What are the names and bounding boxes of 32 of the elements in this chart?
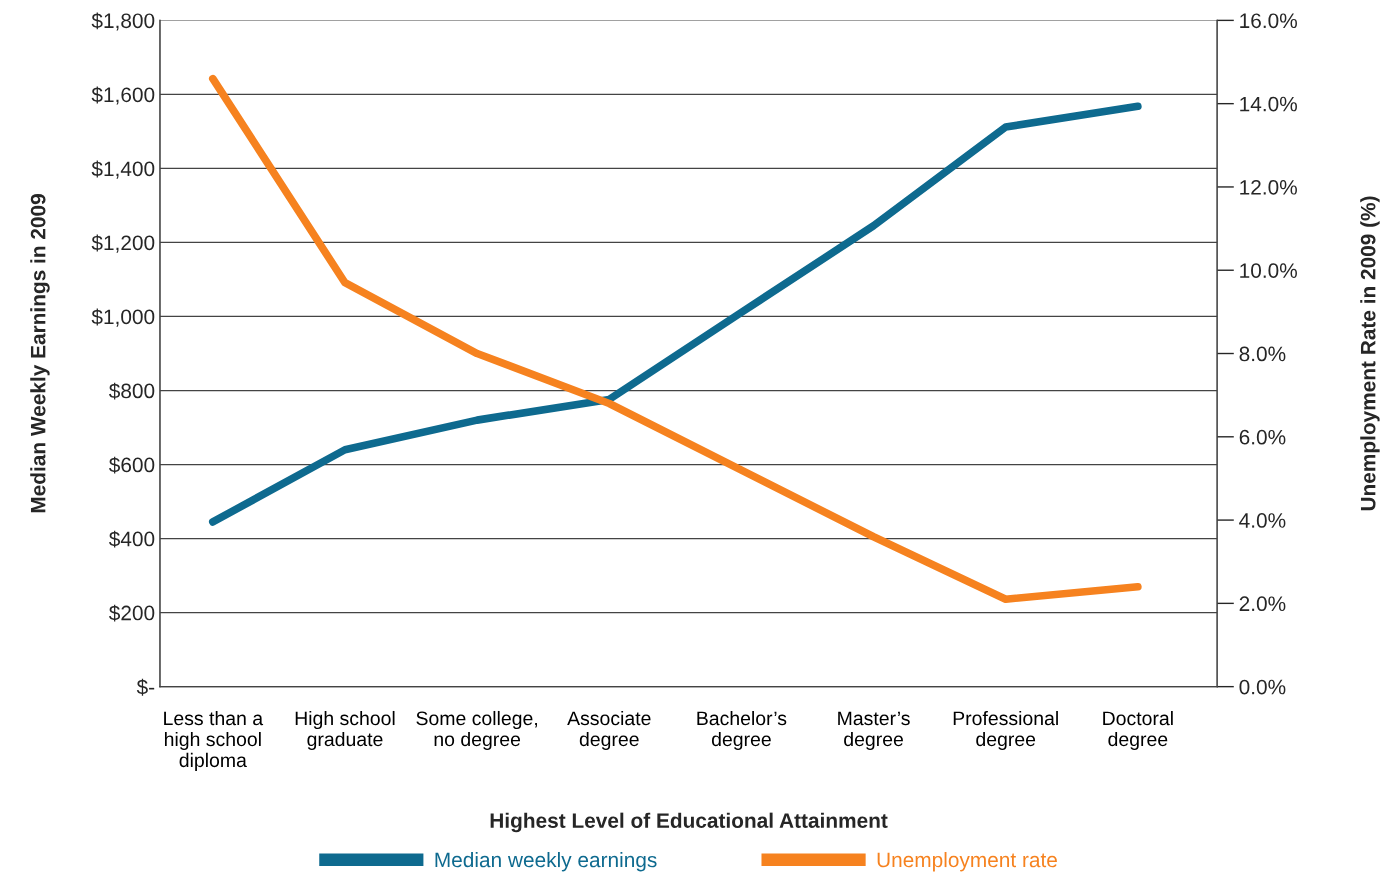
- y2-tick-label: 12.0%: [1240, 179, 1297, 195]
- y2-tick-label: 8.0%: [1239, 346, 1286, 362]
- y-tick-label: $200: [108, 604, 155, 622]
- x-tick-label: Doctoral degree: [1103, 710, 1173, 751]
- y-tick-label: $1,200: [91, 234, 155, 253]
- y2-tick-label: 4.0%: [1239, 513, 1286, 528]
- x-tick-label: High school graduate: [295, 710, 395, 751]
- y-tick-label: $800: [108, 382, 155, 400]
- x-tick-label: Some college, no degree: [416, 710, 537, 751]
- y-tick-label: $600: [108, 456, 155, 474]
- y-tick-label: $-: [136, 678, 155, 696]
- y-axis-title: Median Weekly Earnings in 2009: [30, 194, 50, 513]
- y2-axis-title: Unemployment Rate in 2009 (%): [1360, 196, 1380, 511]
- y-tick-label: $1,400: [91, 160, 155, 179]
- text: Unemployment rate: [877, 851, 1057, 872]
- x-axis-title: Highest Level of Educational Attainment: [490, 812, 888, 833]
- x-tick-label: Bachelor’s degree: [697, 710, 787, 751]
- y2-tick-label: 14.0%: [1240, 96, 1297, 112]
- text: Median weekly earnings: [435, 851, 657, 872]
- y2-tick-label: 6.0%: [1239, 429, 1286, 445]
- y-tick-label: $1,800: [91, 12, 155, 31]
- x-tick-label: Associate degree: [567, 710, 651, 751]
- y-tick-label: $1,000: [91, 308, 155, 327]
- y2-tick-label: 10.0%: [1240, 263, 1297, 278]
- x-tick-label: Professional degree: [953, 710, 1058, 751]
- y-tick-label: $400: [108, 530, 155, 548]
- y-tick-label: $1,600: [91, 86, 155, 105]
- x-tick-label: Less than a high school diploma: [164, 710, 264, 771]
- y2-tick-label: 0.0%: [1239, 679, 1286, 695]
- y2-tick-label: 16.0%: [1240, 13, 1297, 29]
- y2-tick-label: 2.0%: [1239, 596, 1286, 612]
- x-tick-label: Master’s degree: [838, 711, 910, 751]
